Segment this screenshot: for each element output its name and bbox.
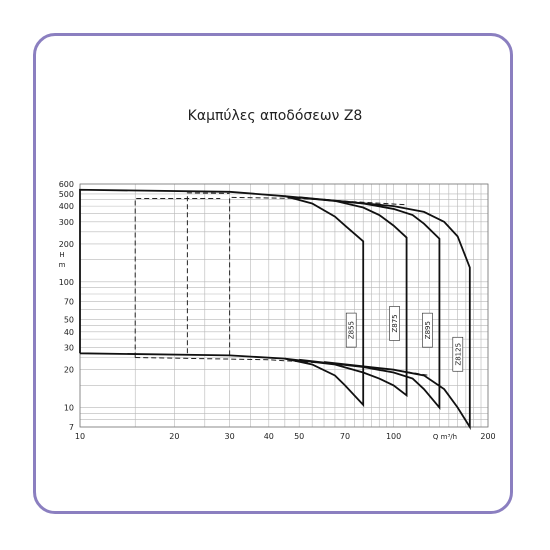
y-tick-label: 500 [59,190,74,199]
y-tick-label: 100 [59,278,74,287]
y-tick-label: 300 [59,218,74,227]
y-axis-unit: m [59,261,66,269]
y-tick-label: 50 [64,316,74,325]
y-tick-label: 30 [64,344,74,353]
curve-label-z875: Z875 [391,314,399,332]
curve-label-box-z875 [389,306,400,341]
y-tick-label: 70 [64,297,74,306]
x-tick-label: 20 [169,432,179,441]
curve-label-box-z8125 [452,336,464,372]
x-tick-label: 50 [294,432,304,441]
curve-z895 [299,196,441,410]
chart-title: Καμπύλες αποδόσεων Z8 [187,108,363,124]
x-tick-label: 100 [386,432,401,441]
curve-label-box-z895 [422,312,433,348]
curve-z8125 [323,198,471,431]
y-axis-label: H [59,251,64,259]
curve-label-box-z855 [345,312,357,348]
plot-frame [79,183,489,428]
x-tick-label: 200 [480,432,495,441]
envelope-dashed-bottom [135,357,430,376]
y-tick-label: 7 [69,423,74,432]
curve-label-z855: Z855 [348,321,356,339]
y-tick-label: 40 [64,328,74,337]
y-tick-label: 600 [59,180,74,189]
curve-label-z8125: Z8125 [454,343,462,366]
y-tick-label: 10 [64,404,74,413]
x-axis-label: Q m³/h [433,433,457,441]
x-tick-label: 70 [340,432,350,441]
x-tick-label: 10 [75,432,85,441]
y-tick-label: 200 [59,240,74,249]
envelope-dashed-2 [186,192,230,354]
chart-card [33,33,513,514]
curve-label-z895: Z895 [424,321,432,339]
curve-z875 [284,195,408,398]
x-tick-label: 40 [264,432,274,441]
x-tick-label: 30 [225,432,235,441]
y-tick-label: 20 [64,366,74,375]
y-tick-label: 400 [59,202,74,211]
envelope-dashed-1 [134,198,221,358]
